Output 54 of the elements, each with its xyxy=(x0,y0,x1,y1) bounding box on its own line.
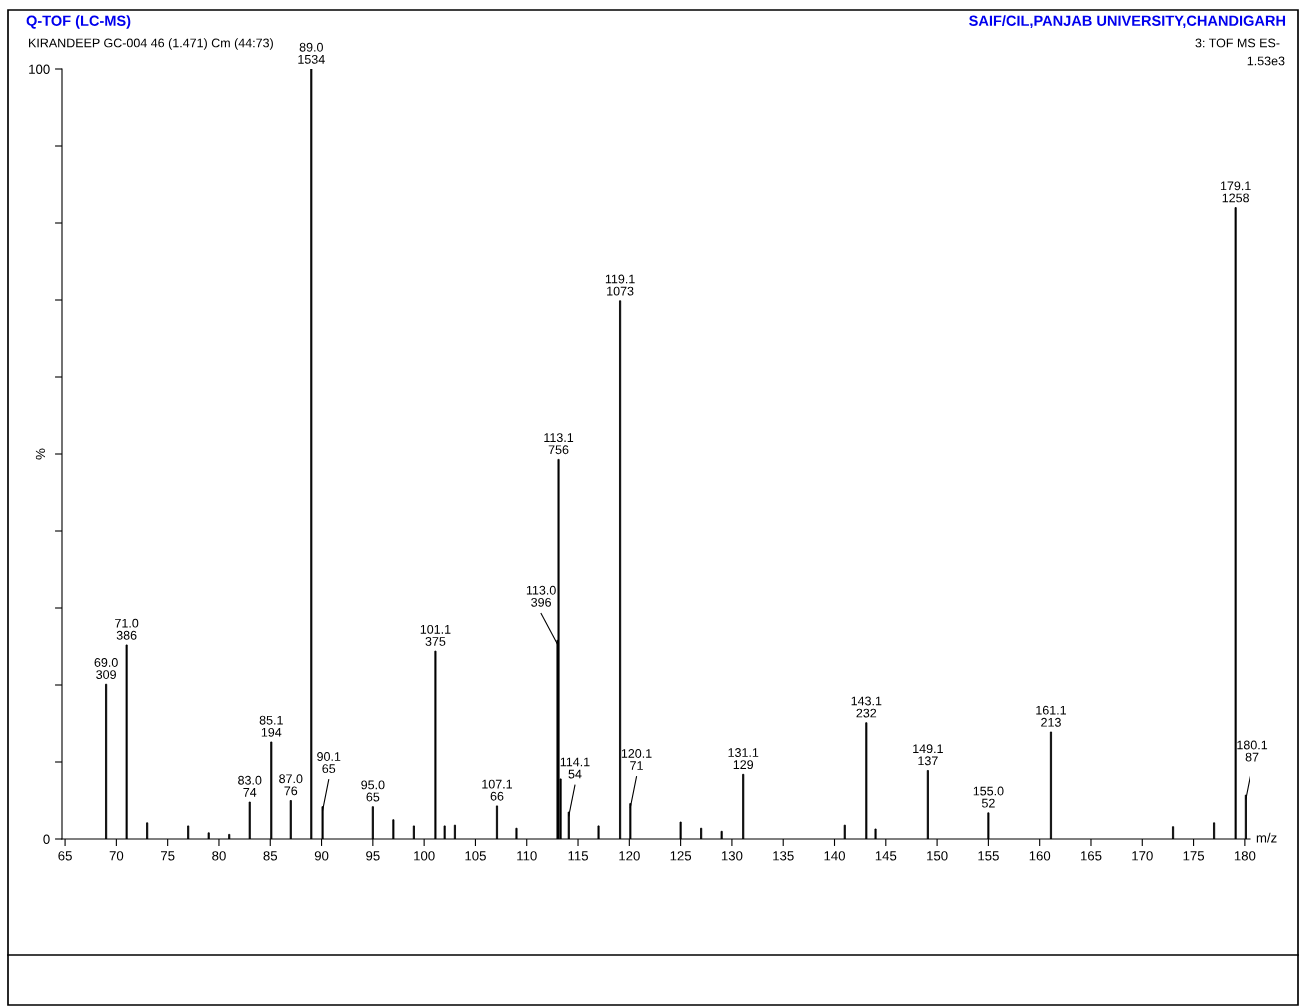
annotation: 114.1 54 xyxy=(560,757,590,779)
annotation: 107.1 66 xyxy=(482,779,513,801)
annotation: 69.0 309 xyxy=(94,658,118,679)
annotation: 161.1 213 xyxy=(1036,705,1067,727)
annotation: 71.0 386 xyxy=(115,618,139,640)
x-tick-label: 140 xyxy=(824,851,845,861)
x-tick-label: 70 xyxy=(109,851,124,861)
x-tick-label: 120 xyxy=(619,851,640,861)
x-tick-label: 125 xyxy=(670,851,692,861)
x-tick-label: 160 xyxy=(1029,851,1051,861)
annotation: 113.0 396 xyxy=(526,585,556,607)
x-axis-title: m/z xyxy=(1256,832,1277,843)
annotation: 89.0 1534 xyxy=(298,42,325,64)
x-tick-label: 135 xyxy=(773,851,794,861)
annotation: 83.0 74 xyxy=(238,775,262,797)
y-tick-label: 0 xyxy=(43,834,50,844)
x-tick-label: 170 xyxy=(1132,851,1153,861)
annotation: 149.1 137 xyxy=(913,744,943,766)
annotation: 90.1 65 xyxy=(317,752,341,774)
x-tick-label: 175 xyxy=(1183,851,1205,861)
x-tick-label: 65 xyxy=(58,851,72,861)
annotation: 113.1 756 xyxy=(544,433,574,455)
chart-subtitle: SAIF/CIL,PANJAB UNIVERSITY,CHANDIGARH xyxy=(969,15,1286,29)
annotation: 85.1 194 xyxy=(259,715,283,737)
annotation: 180.1 87 xyxy=(1237,740,1268,762)
annotation: 120.1 71 xyxy=(621,749,652,770)
x-tick-label: 90 xyxy=(314,851,329,861)
x-tick-label: 165 xyxy=(1080,851,1102,861)
x-tick-label: 85 xyxy=(263,851,278,861)
x-tick-label: 130 xyxy=(721,851,743,861)
y-axis-title: % xyxy=(35,448,46,460)
x-tick-label: 95 xyxy=(366,851,380,861)
text: 1.53e3 xyxy=(1247,56,1285,66)
x-tick-label: 80 xyxy=(212,851,226,861)
annotation: 101.1 375 xyxy=(420,624,451,646)
annotation: 119.1 1073 xyxy=(605,274,635,296)
annotation: 155.0 52 xyxy=(973,786,1004,808)
annotation: 95.0 65 xyxy=(361,780,385,802)
x-tick-label: 155 xyxy=(978,851,999,861)
annotation: 143.1 232 xyxy=(851,696,882,718)
x-tick-label: 180 xyxy=(1234,851,1256,861)
x-tick-label: 75 xyxy=(161,851,175,861)
annotation: 87.0 76 xyxy=(279,774,303,796)
text: KIRANDEEP GC-004 46 (1.471) Cm (44:73) xyxy=(29,38,273,50)
text: 3: TOF MS ES- xyxy=(1195,38,1280,48)
x-tick-label: 145 xyxy=(875,851,897,861)
x-tick-label: 100 xyxy=(414,851,435,861)
x-tick-label: 110 xyxy=(517,851,537,861)
x-tick-label: 150 xyxy=(927,851,948,861)
chart-title: Q-TOF (LC-MS) xyxy=(26,15,131,29)
x-tick-label: 115 xyxy=(568,851,588,861)
x-tick-label: 105 xyxy=(465,851,486,861)
annotation: 131.1 129 xyxy=(728,748,759,770)
annotation: 179.1 1258 xyxy=(1220,181,1251,203)
